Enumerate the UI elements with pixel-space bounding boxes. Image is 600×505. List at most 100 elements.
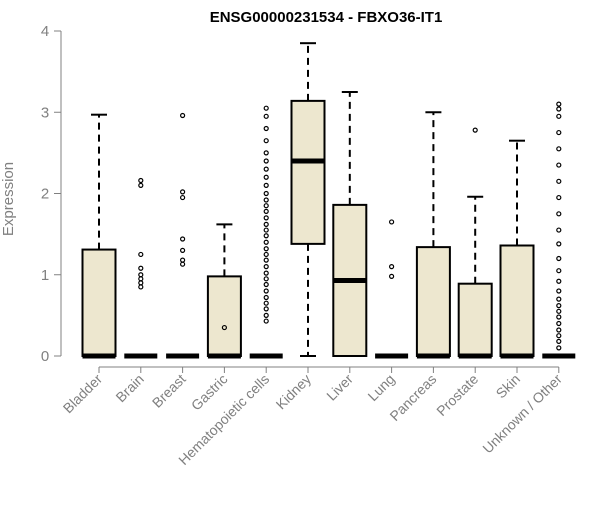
outlier-point — [263, 203, 269, 209]
outlier-point — [556, 106, 562, 112]
outlier-point — [263, 215, 269, 221]
outlier-point — [556, 296, 562, 302]
box-3 — [166, 112, 200, 359]
x-tick-label: Liver — [323, 371, 356, 404]
outlier-point — [263, 246, 269, 252]
outlier-point — [263, 221, 269, 227]
box-9 — [415, 111, 451, 359]
outlier-point — [556, 308, 562, 314]
outlier-point — [263, 294, 269, 301]
outlier-point — [263, 113, 269, 119]
outlier-point — [263, 318, 269, 324]
outlier-point — [263, 150, 269, 156]
box-body — [499, 244, 535, 357]
outlier-point — [263, 300, 269, 306]
outlier-point — [138, 182, 144, 188]
y-tick-label: 0 — [41, 348, 49, 365]
y-tick-label: 3 — [41, 104, 49, 121]
outlier-point — [263, 239, 269, 245]
x-tick-label: Breast — [149, 371, 189, 411]
box-body — [81, 248, 117, 357]
outlier-point — [556, 345, 562, 351]
box-2 — [124, 177, 158, 359]
outlier-point — [263, 166, 269, 172]
outlier-point — [138, 177, 144, 184]
outlier-point — [263, 197, 269, 203]
box-body — [290, 99, 326, 245]
outlier-point — [263, 257, 269, 263]
outlier-point — [556, 327, 562, 333]
x-tick-label: Kidney — [273, 371, 315, 413]
boxes-group — [81, 42, 576, 359]
x-tick-label: Unknown / Other — [479, 371, 565, 457]
y-tick-label: 4 — [41, 23, 49, 40]
box-8 — [375, 219, 409, 359]
outlier-point — [556, 333, 562, 339]
outlier-point — [180, 189, 186, 195]
outlier-point — [556, 162, 562, 168]
box-10 — [457, 127, 493, 359]
outlier-point — [556, 320, 562, 327]
outlier-point — [556, 227, 562, 233]
outlier-point — [389, 273, 395, 279]
outlier-point — [556, 241, 562, 247]
outlier-point — [138, 284, 144, 290]
outlier-point — [180, 194, 186, 201]
outlier-point — [221, 324, 227, 331]
outlier-point — [180, 261, 186, 267]
box-4 — [206, 223, 242, 359]
y-axis-label: Expression — [0, 162, 17, 236]
box-7 — [332, 90, 368, 357]
outlier-point — [263, 227, 269, 233]
outlier-point — [263, 105, 269, 111]
outlier-point — [263, 251, 269, 258]
outlier-point — [556, 268, 562, 274]
outlier-point — [556, 314, 562, 320]
outlier-point — [556, 211, 562, 217]
x-tick-label: Prostate — [433, 371, 481, 419]
outlier-point — [263, 270, 269, 276]
outlier-point — [556, 178, 562, 184]
outlier-point — [263, 138, 269, 144]
outlier-point — [263, 208, 269, 214]
box-body — [457, 282, 493, 357]
chart-title: ENSG00000231534 - FBXO36-IT1 — [210, 9, 443, 26]
outlier-point — [138, 272, 144, 278]
outlier-point — [263, 288, 269, 294]
outlier-point — [263, 264, 269, 270]
outlier-point — [389, 264, 395, 270]
x-tick-label: Brain — [112, 371, 146, 405]
outlier-point — [263, 306, 269, 312]
outlier-point — [180, 257, 186, 263]
outlier-point — [556, 129, 562, 136]
outlier-point — [263, 233, 269, 239]
box-1 — [81, 113, 117, 359]
x-tick-label: Bladder — [60, 371, 106, 417]
outlier-point — [556, 288, 562, 294]
box-6 — [290, 42, 326, 357]
outlier-point — [556, 101, 562, 107]
x-tick-label: Lung — [364, 371, 397, 404]
outlier-point — [138, 280, 144, 286]
outlier-point — [263, 125, 269, 132]
outlier-point — [556, 113, 562, 119]
outlier-point — [138, 265, 144, 271]
outlier-point — [263, 190, 269, 197]
outlier-point — [472, 127, 478, 133]
x-tick-label: Skin — [493, 371, 524, 402]
outlier-point — [138, 251, 144, 258]
outlier-point — [556, 255, 562, 262]
outlier-point — [556, 338, 562, 344]
outlier-point — [263, 281, 269, 288]
box-body — [415, 246, 451, 357]
outlier-point — [263, 174, 269, 180]
outlier-point — [263, 276, 269, 282]
outlier-point — [180, 112, 186, 119]
outlier-point — [556, 146, 562, 152]
outlier-point — [556, 303, 562, 309]
box-body — [206, 275, 242, 357]
outlier-point — [263, 158, 269, 164]
